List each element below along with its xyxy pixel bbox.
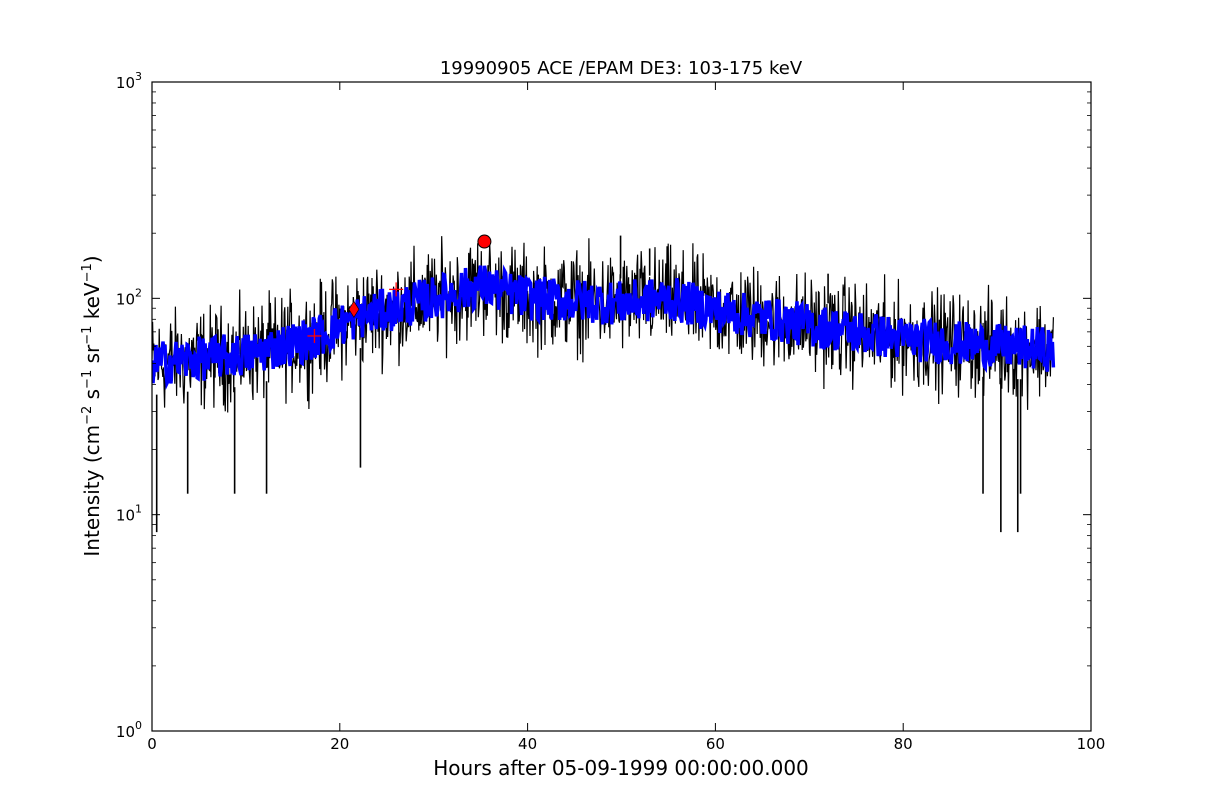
y-tick-label-0: 100	[116, 719, 142, 741]
y-label-part-b: s	[80, 389, 104, 406]
x-tick-label-5: 100	[1077, 735, 1106, 753]
y-label-part-a: Intensity (cm	[80, 425, 104, 557]
y-tick-label-3: 103	[116, 70, 142, 92]
y-tick-label-1: 101	[116, 503, 142, 525]
x-axis-label: Hours after 05-09-1999 00:00:00.000	[433, 756, 809, 780]
tick-label-layer: 0 20 40 60 80 100 100 101 102 103	[116, 70, 1105, 753]
y-label-sup-c: −1	[80, 326, 95, 345]
y-label-part-c: sr	[80, 344, 104, 370]
y-axis-label: Intensity (cm−2 s−1 sr−1 keV−1)	[80, 255, 104, 556]
y-label-sup-b: −1	[80, 370, 95, 389]
chart-title: 19990905 ACE /EPAM DE3: 103-175 keV	[440, 58, 803, 79]
marker-plus-2	[389, 282, 404, 297]
x-tick-label-2: 40	[518, 735, 537, 753]
y-label-part-d: keV	[80, 282, 104, 326]
plot-frame	[151, 81, 1092, 732]
marker-layer	[307, 234, 492, 343]
marker-diamond-1	[348, 300, 360, 318]
tick-layer	[151, 81, 1092, 732]
x-tick-label-1: 20	[330, 735, 349, 753]
x-tick-label-0: 0	[147, 735, 157, 753]
y-label-sup-d: −1	[80, 263, 95, 282]
marker-circle-3	[477, 234, 492, 249]
y-label-part-e: )	[80, 255, 104, 263]
series-smoothed-band	[152, 264, 1056, 390]
y-tick-label-2: 102	[116, 286, 142, 308]
x-tick-label-4: 80	[894, 735, 913, 753]
marker-plus-0	[307, 328, 322, 343]
y-label-sup-a: −2	[80, 406, 95, 425]
x-tick-label-3: 60	[706, 735, 725, 753]
series-layer	[152, 235, 1056, 533]
